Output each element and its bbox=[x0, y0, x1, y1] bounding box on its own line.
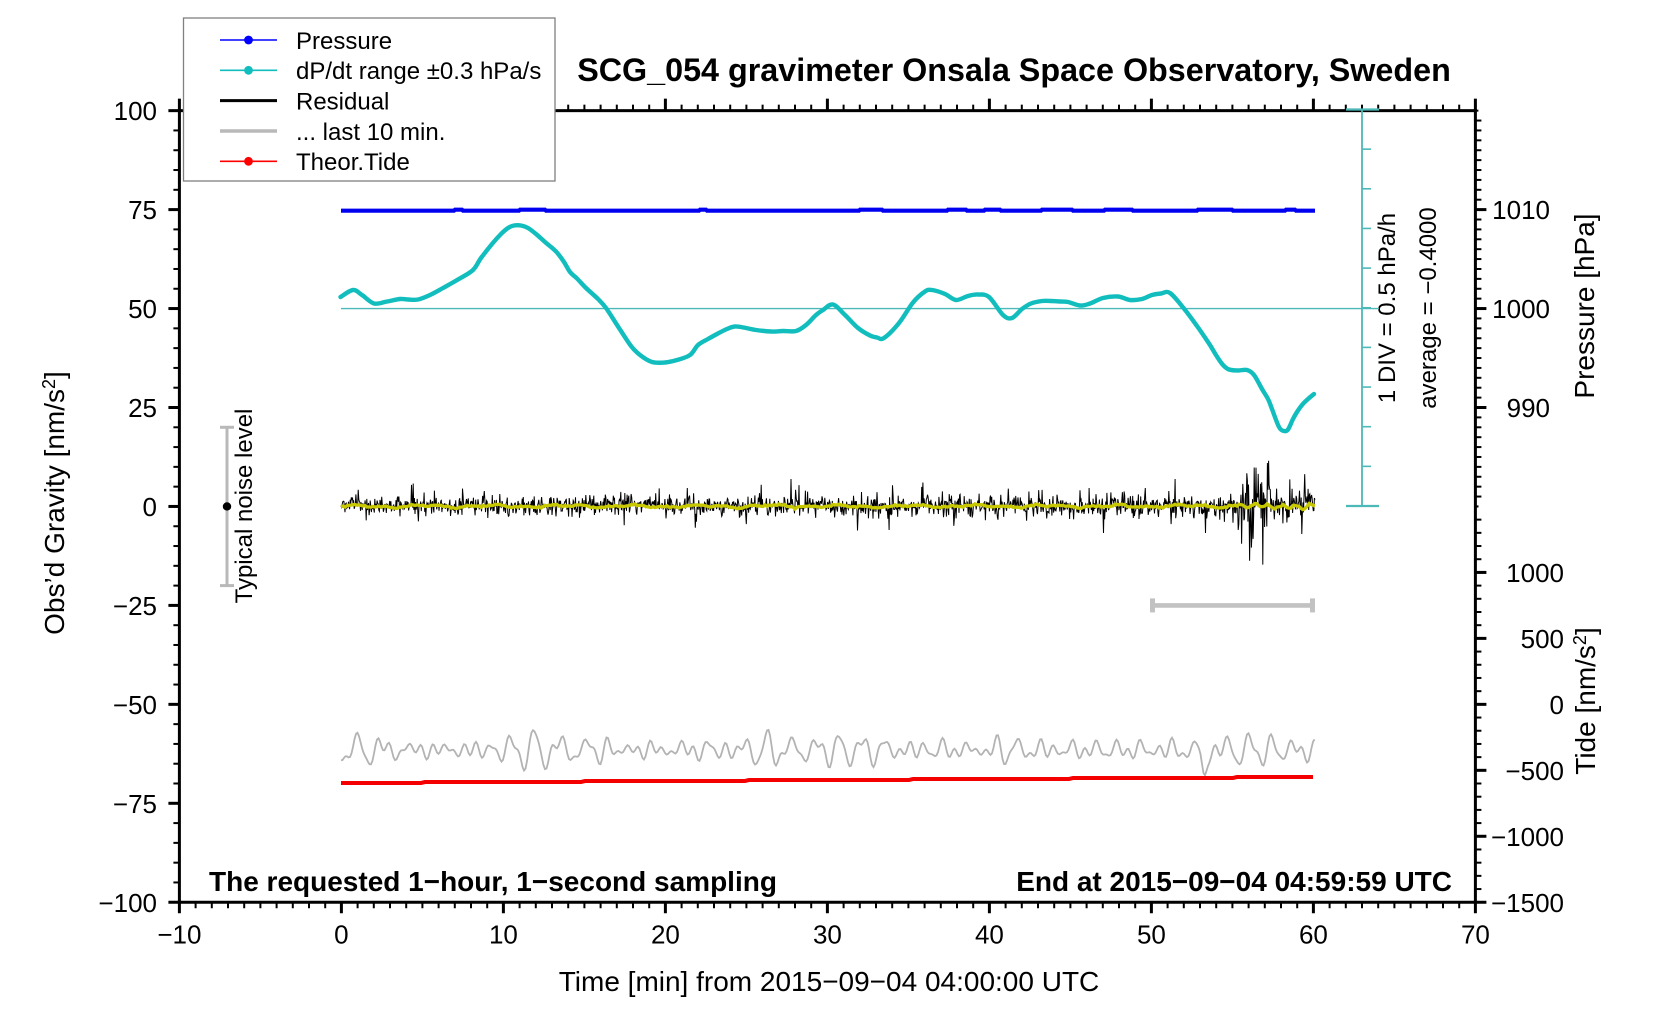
svg-text:The requested 1−hour, 1−second: The requested 1−hour, 1−second sampling bbox=[209, 866, 777, 897]
svg-text:−25: −25 bbox=[113, 591, 157, 621]
svg-text:Typical noise level: Typical noise level bbox=[231, 409, 258, 604]
svg-text:20: 20 bbox=[651, 920, 680, 950]
svg-text:10: 10 bbox=[489, 920, 518, 950]
svg-text:100: 100 bbox=[114, 96, 157, 126]
svg-text:990: 990 bbox=[1507, 393, 1550, 423]
svg-text:−100: −100 bbox=[98, 888, 157, 918]
svg-text:70: 70 bbox=[1461, 920, 1490, 950]
svg-text:0: 0 bbox=[1550, 690, 1564, 720]
svg-text:Obs’d Gravity [nm/s2]: Obs’d Gravity [nm/s2] bbox=[39, 371, 70, 635]
svg-text:−1500: −1500 bbox=[1491, 888, 1564, 918]
svg-text:−1000: −1000 bbox=[1491, 822, 1564, 852]
svg-text:50: 50 bbox=[1137, 920, 1166, 950]
svg-text:Pressure [hPa]: Pressure [hPa] bbox=[1569, 213, 1600, 398]
svg-text:−50: −50 bbox=[113, 690, 157, 720]
svg-text:−75: −75 bbox=[113, 789, 157, 819]
svg-text:... last 10 min.: ... last 10 min. bbox=[296, 119, 445, 146]
svg-text:50: 50 bbox=[128, 294, 157, 324]
svg-text:−500: −500 bbox=[1505, 756, 1564, 786]
svg-text:75: 75 bbox=[128, 195, 157, 225]
svg-text:Pressure: Pressure bbox=[296, 28, 392, 55]
svg-text:500: 500 bbox=[1521, 624, 1564, 654]
svg-text:0: 0 bbox=[143, 492, 157, 522]
svg-text:1010: 1010 bbox=[1492, 195, 1550, 225]
svg-text:60: 60 bbox=[1299, 920, 1328, 950]
svg-text:Tide [nm/s2]: Tide [nm/s2] bbox=[1570, 627, 1601, 774]
svg-text:25: 25 bbox=[128, 393, 157, 423]
svg-text:End at 2015−09−04 04:59:59 UTC: End at 2015−09−04 04:59:59 UTC bbox=[1016, 866, 1452, 897]
svg-text:40: 40 bbox=[975, 920, 1004, 950]
svg-text:SCG_054 gravimeter Onsala Spac: SCG_054 gravimeter Onsala Space Observat… bbox=[577, 52, 1451, 88]
svg-text:Time [min] from 2015−09−04 04:: Time [min] from 2015−09−04 04:00:00 UTC bbox=[559, 966, 1100, 997]
svg-text:1000: 1000 bbox=[1492, 294, 1550, 324]
svg-text:average = −0.4000: average = −0.4000 bbox=[1415, 207, 1442, 409]
svg-text:−10: −10 bbox=[157, 920, 201, 950]
svg-text:0: 0 bbox=[334, 920, 348, 950]
svg-text:30: 30 bbox=[813, 920, 842, 950]
svg-text:dP/dt range ±0.3 hPa/s: dP/dt range ±0.3 hPa/s bbox=[296, 58, 541, 85]
svg-text:Theor.Tide: Theor.Tide bbox=[296, 149, 410, 176]
svg-text:Residual: Residual bbox=[296, 88, 389, 115]
svg-text:1000: 1000 bbox=[1506, 558, 1564, 588]
